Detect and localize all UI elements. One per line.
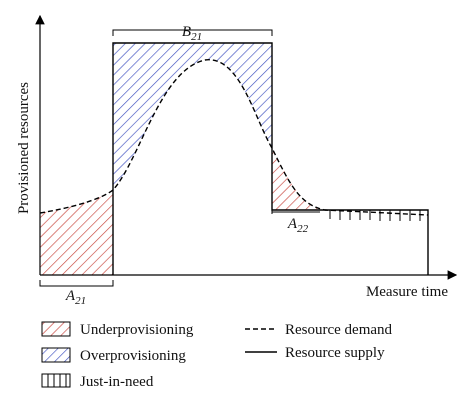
a22-label: A22 (287, 216, 309, 235)
legend-overprovision-swatch (41, 347, 71, 363)
overprovision (113, 43, 272, 190)
legend-underprovision: Underprovisioning (80, 322, 194, 338)
legend-supply: Resource supply (285, 345, 385, 361)
resource-supply-line (112, 42, 429, 275)
legend-just-in-need: Just-in-need (80, 374, 154, 390)
a22-bracket (271, 210, 320, 214)
legend-demand: Resource demand (285, 322, 393, 338)
underprovision-left (40, 190, 113, 275)
legend-overprovision: Overprovisioning (80, 348, 186, 364)
x-axis-label: Measure time (366, 284, 448, 300)
a21-bracket (39, 280, 114, 287)
resource-demand-line (39, 59, 429, 216)
just-in-need-ticks (329, 210, 421, 221)
y-axis-label: Provisioned resources (16, 82, 32, 214)
legend-underprovision-swatch (41, 321, 71, 337)
underprovision-right (272, 148, 318, 210)
legend-just-in-need-swatch (41, 373, 71, 388)
b-label: B21 (182, 24, 202, 43)
b-bracket (112, 29, 273, 36)
a21-label: A21 (65, 288, 86, 307)
